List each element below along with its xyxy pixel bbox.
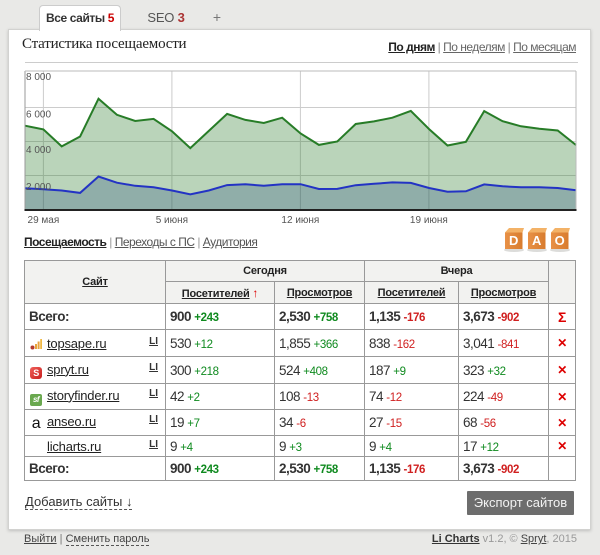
svg-text:12 июня: 12 июня xyxy=(281,215,319,226)
svg-text:29 мая: 29 мая xyxy=(28,215,60,226)
svg-text:8 000: 8 000 xyxy=(26,72,51,83)
svg-text:A: A xyxy=(532,233,542,248)
svg-text:19 июня: 19 июня xyxy=(410,215,448,226)
svg-text:2 000: 2 000 xyxy=(26,182,51,193)
svg-text:5 июня: 5 июня xyxy=(156,215,188,226)
svg-text:D: D xyxy=(509,233,518,248)
svg-text:4 000: 4 000 xyxy=(26,145,51,156)
svg-text:O: O xyxy=(555,233,565,248)
svg-text:6 000: 6 000 xyxy=(26,110,51,121)
